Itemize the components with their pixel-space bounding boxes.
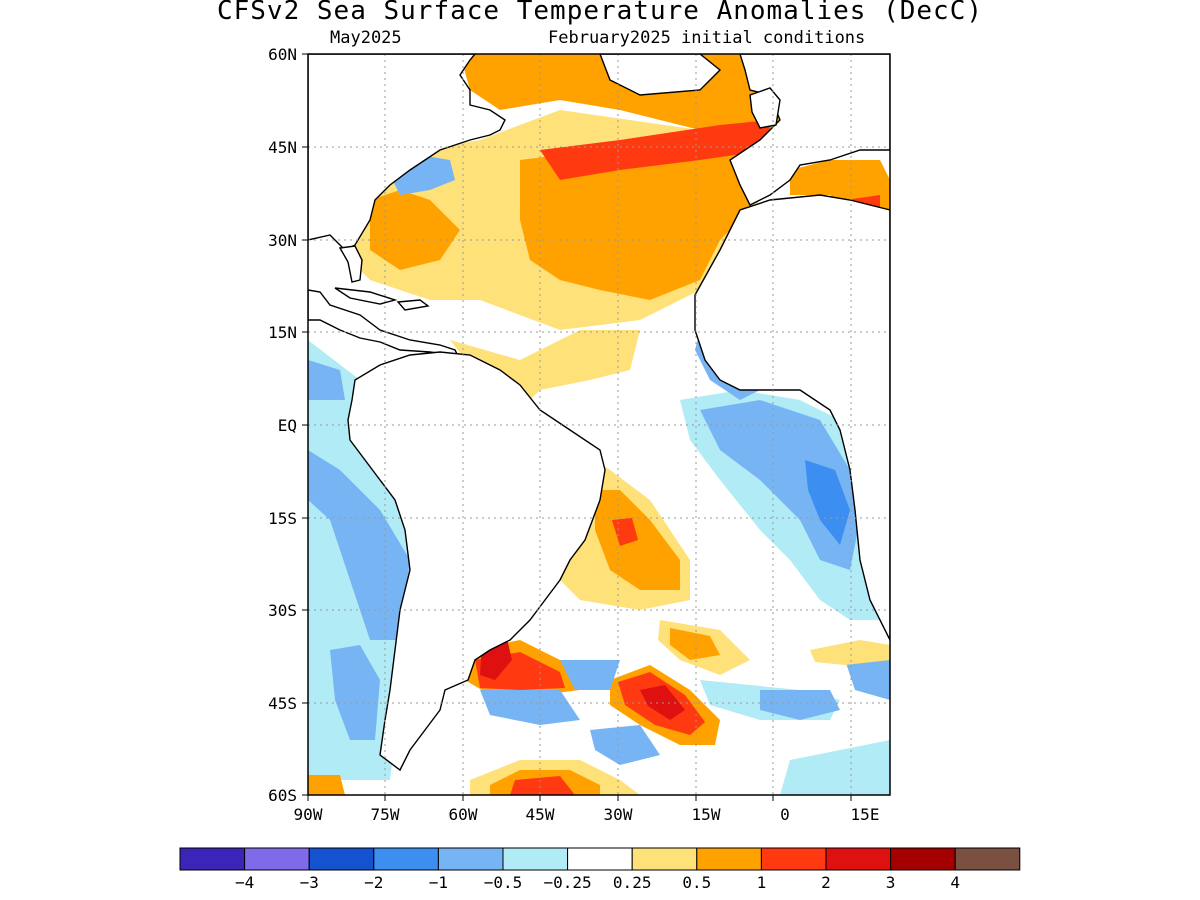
forecast-month: May2025	[330, 28, 402, 48]
southern-ocean-cool-east	[780, 740, 890, 795]
lon-label: 15W	[692, 805, 721, 824]
lat-label: 45S	[268, 694, 297, 713]
colorbar-label: −4	[235, 873, 254, 892]
north-atlantic-warm-orange	[520, 140, 760, 300]
lat-label: 60S	[268, 786, 297, 805]
colorbar-swatch	[954, 847, 1021, 871]
colorbar-swatch	[437, 847, 504, 871]
colorbar-swatch	[308, 847, 375, 871]
colorbar-label: −3	[300, 873, 319, 892]
midlat-cool-blue-east	[760, 690, 840, 720]
colorbar-label: −0.25	[544, 873, 592, 892]
hispaniola	[396, 299, 430, 311]
lat-label: EQ	[278, 416, 297, 435]
lon-label: 45W	[526, 805, 555, 824]
subpolar-warm-red	[540, 120, 770, 180]
southern-ocean-warm-red	[510, 776, 575, 795]
cuba	[334, 287, 398, 305]
colorbar-label: 0.5	[682, 873, 711, 892]
colorbar-label: 4	[950, 873, 960, 892]
lon-label: 30W	[604, 805, 633, 824]
colorbar-swatch	[567, 847, 633, 871]
colorbar-swatch	[696, 847, 762, 871]
colorbar-label: −1	[429, 873, 448, 892]
lon-label: 0	[780, 805, 790, 824]
colorbar-label: 1	[757, 873, 767, 892]
colorbar-label: −2	[364, 873, 383, 892]
midlat-warm-yellow-far-east	[810, 640, 890, 665]
southern-ocean-warm-west	[308, 775, 345, 795]
south-america	[347, 351, 606, 772]
florida	[338, 245, 363, 283]
anomaly-field	[308, 54, 890, 795]
africa	[694, 194, 890, 641]
colorbar-swatch	[631, 847, 698, 871]
initial-conditions-label: February2025 initial conditions	[548, 28, 866, 48]
map-title: CFSv2 Sea Surface Temperature Anomalies …	[216, 0, 984, 26]
colorbar	[179, 847, 1021, 871]
midlat-cool-blue-far-east	[845, 660, 890, 700]
midlat-cool-blue-south	[590, 725, 660, 765]
colorbar-swatch	[373, 847, 439, 871]
pacific-cool-blue	[308, 450, 410, 640]
midlat-cool-blue-2	[560, 660, 620, 690]
midlat-warm-orange-east	[670, 628, 720, 660]
lon-label: 75W	[371, 805, 400, 824]
colorbar-label: −0.5	[484, 873, 523, 892]
pacific-cool-blue-south	[330, 645, 380, 740]
midlat-cool-blue	[480, 690, 580, 725]
lon-label: 60W	[449, 805, 478, 824]
latitude-labels: 60N 45N 30N 15N EQ 15S 30S 45S 60S	[268, 45, 297, 805]
north-atlantic-warm-orange-west	[370, 190, 460, 270]
tick-marks	[302, 53, 852, 801]
lon-label: 15E	[851, 805, 880, 824]
lat-label: 30N	[268, 231, 297, 250]
colorbar-swatch	[244, 847, 310, 871]
lat-label: 45N	[268, 138, 297, 157]
map-gridlines	[308, 54, 890, 795]
colorbar-label: 0.25	[613, 873, 652, 892]
lon-label: 90W	[294, 805, 323, 824]
greenland-iceland	[599, 54, 722, 96]
land	[308, 54, 890, 772]
colorbar-label: 3	[886, 873, 896, 892]
brazil-current-warm-red	[612, 518, 638, 546]
colorbar-swatch	[502, 847, 569, 871]
longitude-labels: 90W 75W 60W 45W 30W 15W 0 15E	[294, 805, 880, 824]
colorbar-labels: −4 −3 −2 −1 −0.5 −0.25 0.25 0.5 1 2 3 4	[235, 873, 960, 892]
colorbar-swatch	[890, 847, 956, 871]
benguela-cool-dark	[805, 460, 850, 545]
lat-label: 15N	[268, 323, 297, 342]
lat-label: 15S	[268, 509, 297, 528]
benguela-cool-blue	[700, 400, 860, 570]
pacific-cool-north	[308, 360, 345, 400]
colorbar-label: 2	[821, 873, 831, 892]
colorbar-swatch	[179, 847, 246, 871]
lat-label: 30S	[268, 601, 297, 620]
colorbar-swatch	[760, 847, 827, 871]
lat-label: 60N	[268, 45, 297, 64]
colorbar-swatch	[825, 847, 892, 871]
